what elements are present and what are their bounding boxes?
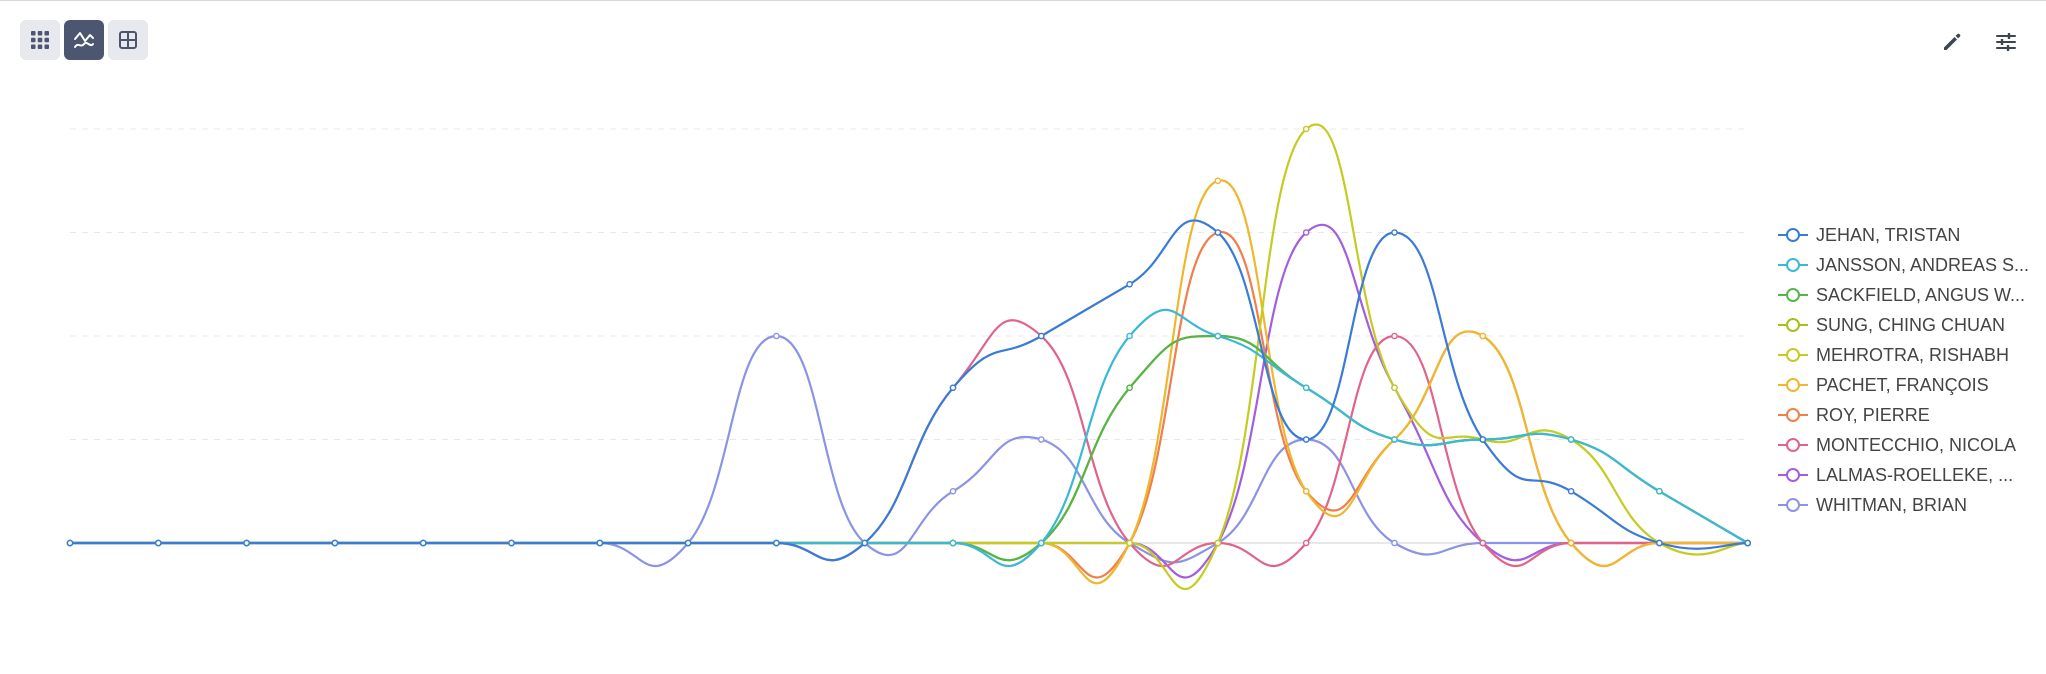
legend-item[interactable]: MONTECCHIO, NICOLA <box>1778 430 2040 460</box>
data-point <box>1215 230 1220 235</box>
legend-label: MONTECCHIO, NICOLA <box>1816 435 2016 456</box>
data-point <box>1304 126 1309 131</box>
series-line <box>70 220 1748 560</box>
legend-marker <box>1778 288 1808 302</box>
series-line <box>70 180 1748 583</box>
legend-item[interactable]: SUNG, CHING CHUAN <box>1778 310 2040 340</box>
series-line <box>70 232 1748 578</box>
data-point <box>1215 540 1220 545</box>
legend-label: SUNG, CHING CHUAN <box>1816 315 2005 336</box>
data-point <box>1657 489 1662 494</box>
legend-item[interactable]: JANSSON, ANDREAS S... <box>1778 250 2040 280</box>
series-2 <box>67 333 1750 560</box>
series-4 <box>67 124 1750 589</box>
legend-marker <box>1778 498 1808 512</box>
legend-label: LALMAS-ROELLEKE, ... <box>1816 465 2013 486</box>
data-point <box>244 540 249 545</box>
legend-label: ROY, PIERRE <box>1816 405 1930 426</box>
legend-item[interactable]: PACHET, FRANÇOIS <box>1778 370 2040 400</box>
legend-label: WHITMAN, BRIAN <box>1816 495 1967 516</box>
data-point <box>67 540 72 545</box>
data-point <box>950 489 955 494</box>
legend-item[interactable]: ROY, PIERRE <box>1778 400 2040 430</box>
series-1 <box>67 310 1750 566</box>
legend-item[interactable]: SACKFIELD, ANGUS W... <box>1778 280 2040 310</box>
data-point <box>1569 540 1574 545</box>
legend-item[interactable]: JEHAN, TRISTAN <box>1778 220 2040 250</box>
legend-item[interactable]: MEHROTRA, RISHABH <box>1778 340 2040 370</box>
data-point <box>1039 437 1044 442</box>
data-point <box>1127 385 1132 390</box>
series-9 <box>67 333 1750 566</box>
data-point <box>156 540 161 545</box>
data-point <box>332 540 337 545</box>
chart-legend: JEHAN, TRISTAN JANSSON, ANDREAS S... SACKF… <box>1778 220 2040 520</box>
data-point <box>597 540 602 545</box>
legend-item[interactable]: WHITMAN, BRIAN <box>1778 490 2040 520</box>
data-point <box>1569 489 1574 494</box>
data-point <box>1480 333 1485 338</box>
data-point <box>421 540 426 545</box>
legend-marker <box>1778 348 1808 362</box>
series-6 <box>67 230 1750 578</box>
data-point <box>1127 333 1132 338</box>
data-point <box>1127 282 1132 287</box>
data-point <box>862 540 867 545</box>
data-point <box>1215 178 1220 183</box>
legend-marker <box>1778 378 1808 392</box>
data-point <box>1480 437 1485 442</box>
legend-marker <box>1778 318 1808 332</box>
data-point <box>1392 540 1397 545</box>
series-3 <box>67 333 1750 560</box>
series-line <box>70 336 1748 560</box>
legend-marker <box>1778 258 1808 272</box>
legend-marker <box>1778 228 1808 242</box>
data-point <box>1392 385 1397 390</box>
data-point <box>774 540 779 545</box>
data-point <box>1304 230 1309 235</box>
data-point <box>1039 540 1044 545</box>
legend-marker <box>1778 438 1808 452</box>
data-point <box>509 540 514 545</box>
data-point <box>1304 385 1309 390</box>
data-point <box>1480 540 1485 545</box>
series-0 <box>67 220 1750 560</box>
series-5 <box>67 178 1750 583</box>
legend-label: SACKFIELD, ANGUS W... <box>1816 285 2025 306</box>
legend-item[interactable]: LALMAS-ROELLEKE, ... <box>1778 460 2040 490</box>
data-point <box>1392 437 1397 442</box>
data-point <box>950 540 955 545</box>
data-point <box>686 540 691 545</box>
data-point <box>1304 437 1309 442</box>
data-point <box>1657 540 1662 545</box>
series-line <box>70 225 1748 578</box>
series-line <box>70 336 1748 566</box>
data-point <box>1392 333 1397 338</box>
data-point <box>950 385 955 390</box>
legend-marker <box>1778 408 1808 422</box>
data-point <box>1569 437 1574 442</box>
legend-label: JEHAN, TRISTAN <box>1816 225 1960 246</box>
series-line <box>70 336 1748 560</box>
series-line <box>70 124 1748 589</box>
series-8 <box>67 225 1750 578</box>
data-point <box>1392 230 1397 235</box>
data-point <box>1304 540 1309 545</box>
data-point <box>1215 333 1220 338</box>
legend-marker <box>1778 468 1808 482</box>
legend-label: MEHROTRA, RISHABH <box>1816 345 2009 366</box>
data-point <box>1304 489 1309 494</box>
data-point <box>1745 540 1750 545</box>
legend-label: JANSSON, ANDREAS S... <box>1816 255 2029 276</box>
legend-label: PACHET, FRANÇOIS <box>1816 375 1989 396</box>
data-point <box>774 333 779 338</box>
data-point <box>1039 333 1044 338</box>
data-point <box>1127 540 1132 545</box>
